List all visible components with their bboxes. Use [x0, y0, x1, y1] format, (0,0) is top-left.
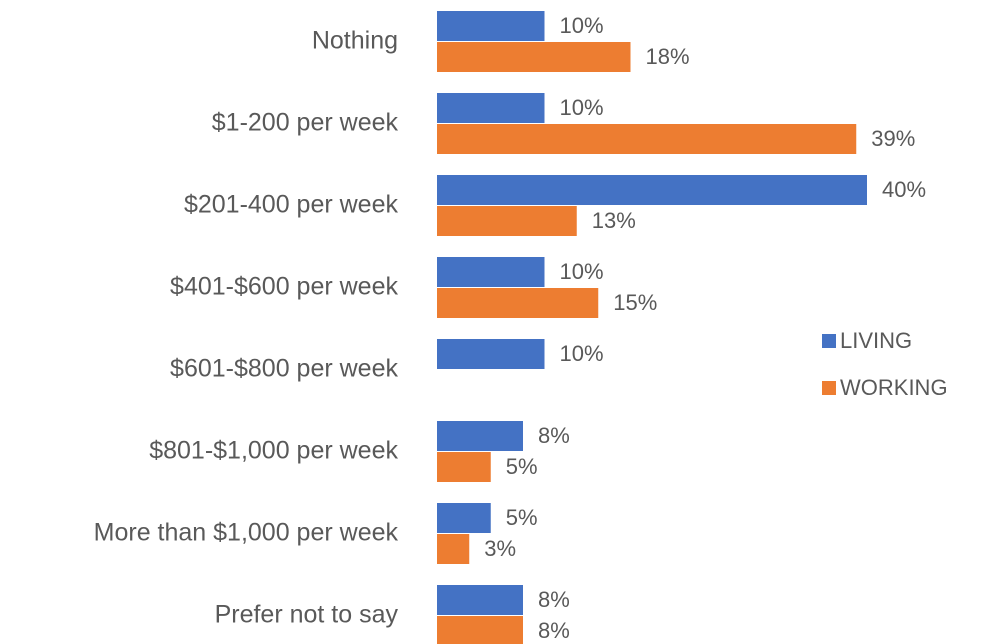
- bar: [437, 11, 545, 41]
- bar: [437, 288, 599, 318]
- bar: [437, 257, 545, 287]
- bar: [437, 124, 857, 154]
- value-label: 40%: [882, 177, 926, 202]
- value-label: 10%: [560, 341, 604, 366]
- category-label: $401-$600 per week: [170, 273, 398, 301]
- category-label: More than $1,000 per week: [94, 519, 399, 547]
- bar: [437, 503, 491, 533]
- legend-swatch: [822, 334, 836, 348]
- value-label: 8%: [538, 587, 570, 612]
- category-label: $601-$800 per week: [170, 355, 398, 383]
- bar: [437, 452, 491, 482]
- bar: [437, 616, 523, 644]
- category-label: Prefer not to say: [215, 601, 399, 629]
- value-label: 10%: [560, 13, 604, 38]
- value-label: 8%: [538, 618, 570, 643]
- category-label: $801-$1,000 per week: [149, 437, 398, 465]
- value-label: 5%: [506, 454, 538, 479]
- value-label: 39%: [871, 126, 915, 151]
- value-label: 3%: [484, 536, 516, 561]
- bar: [437, 421, 523, 451]
- bar: [437, 339, 545, 369]
- bar: [437, 93, 545, 123]
- legend-label: WORKING: [840, 375, 948, 400]
- bar: [437, 42, 631, 72]
- legend-label: LIVING: [840, 328, 912, 353]
- value-label: 10%: [560, 95, 604, 120]
- bar: [437, 206, 577, 236]
- value-label: 13%: [592, 208, 636, 233]
- legend-swatch: [822, 381, 836, 395]
- bar: [437, 534, 470, 564]
- category-label: $1-200 per week: [212, 109, 399, 137]
- value-label: 5%: [506, 505, 538, 530]
- bar: [437, 175, 867, 205]
- category-label: $201-400 per week: [184, 191, 399, 219]
- value-label: 8%: [538, 423, 570, 448]
- category-label: Nothing: [312, 27, 398, 55]
- value-label: 18%: [646, 44, 690, 69]
- value-label: 10%: [560, 259, 604, 284]
- bar: [437, 585, 523, 615]
- value-label: 15%: [613, 290, 657, 315]
